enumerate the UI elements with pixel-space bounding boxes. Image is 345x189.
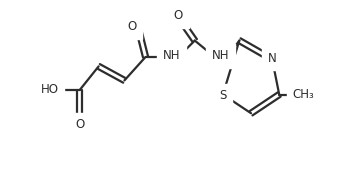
- Text: O: O: [75, 119, 85, 132]
- Text: O: O: [174, 9, 183, 22]
- Text: HO: HO: [41, 83, 59, 96]
- Text: NH: NH: [212, 49, 229, 62]
- Text: CH₃: CH₃: [292, 88, 314, 101]
- Text: S: S: [219, 89, 227, 102]
- Text: NH: NH: [162, 49, 180, 62]
- Text: N: N: [268, 52, 277, 65]
- Text: O: O: [127, 20, 136, 33]
